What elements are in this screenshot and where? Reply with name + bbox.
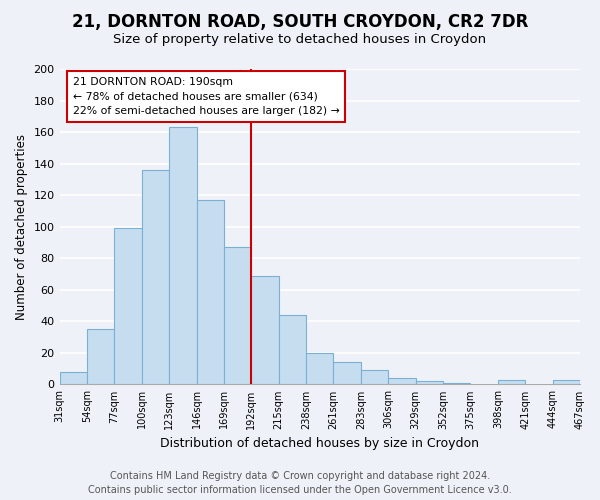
Bar xyxy=(197,200,224,384)
Bar xyxy=(278,315,306,384)
Bar xyxy=(361,370,388,384)
Bar xyxy=(224,247,251,384)
Text: 21, DORNTON ROAD, SOUTH CROYDON, CR2 7DR: 21, DORNTON ROAD, SOUTH CROYDON, CR2 7DR xyxy=(72,12,528,30)
Bar xyxy=(443,383,470,384)
Bar xyxy=(334,362,361,384)
Bar xyxy=(59,372,87,384)
Bar xyxy=(416,382,443,384)
Text: 21 DORNTON ROAD: 190sqm
← 78% of detached houses are smaller (634)
22% of semi-d: 21 DORNTON ROAD: 190sqm ← 78% of detache… xyxy=(73,77,340,116)
Bar xyxy=(169,128,197,384)
Bar xyxy=(142,170,169,384)
Text: Contains HM Land Registry data © Crown copyright and database right 2024.
Contai: Contains HM Land Registry data © Crown c… xyxy=(88,471,512,495)
Bar xyxy=(87,329,115,384)
Bar xyxy=(498,380,525,384)
Text: Size of property relative to detached houses in Croydon: Size of property relative to detached ho… xyxy=(113,32,487,46)
X-axis label: Distribution of detached houses by size in Croydon: Distribution of detached houses by size … xyxy=(160,437,479,450)
Y-axis label: Number of detached properties: Number of detached properties xyxy=(15,134,28,320)
Bar xyxy=(388,378,416,384)
Bar xyxy=(251,276,278,384)
Bar xyxy=(115,228,142,384)
Bar xyxy=(553,380,580,384)
Bar xyxy=(306,353,334,384)
